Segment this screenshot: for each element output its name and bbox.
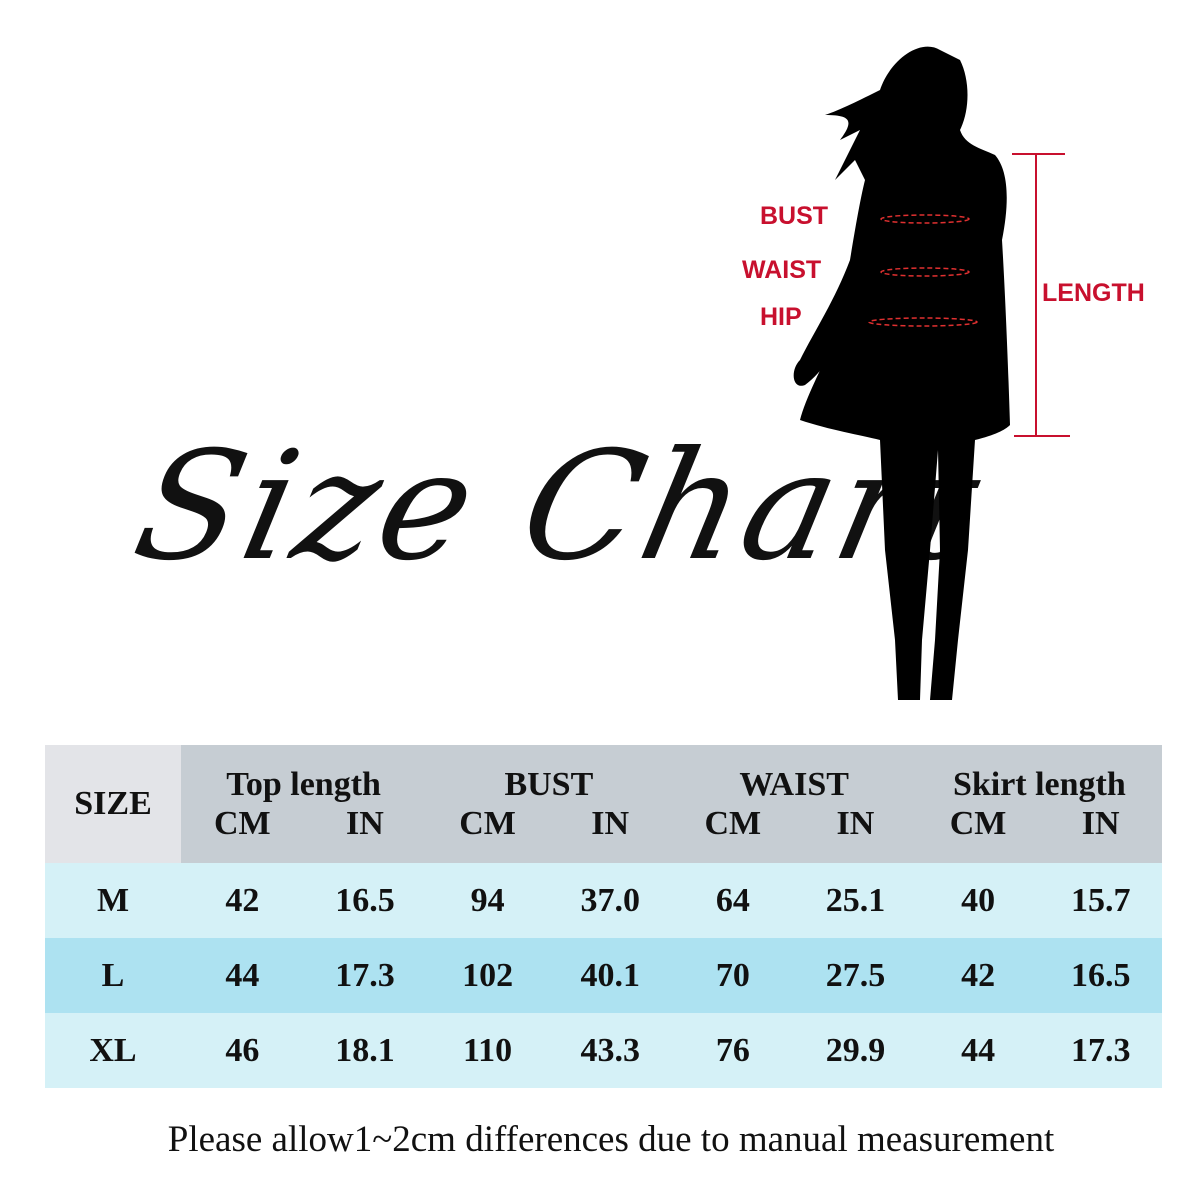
table-row: M 42 16.5 94 37.0 64 25.1 40 15.7	[45, 863, 1162, 938]
unit-label: IN	[836, 805, 875, 842]
value-cell: 110	[426, 1013, 549, 1088]
value-cell: 25.1	[794, 863, 917, 938]
table-header-row: SIZE Top length CM IN BUST CM IN WAIST CM I…	[45, 745, 1162, 863]
value-cell: 17.3	[303, 938, 427, 1013]
unit-label: IN	[346, 805, 384, 842]
value-cell: 16.5	[303, 863, 427, 938]
size-header: SIZE	[45, 745, 181, 863]
value-cell: 102	[426, 938, 549, 1013]
header-skirt-length: Skirt length CM IN	[916, 745, 1162, 863]
header-bust: BUST CM IN	[426, 745, 672, 863]
value-cell: 40	[916, 863, 1040, 938]
header-top-length: Top length CM IN	[181, 745, 427, 863]
hip-label: HIP	[760, 303, 802, 331]
unit-label: IN	[591, 805, 630, 842]
waist-label: WAIST	[742, 256, 822, 284]
table-row: XL 46 18.1 110 43.3 76 29.9 44 17.3	[45, 1013, 1162, 1088]
table-row: L 44 17.3 102 40.1 70 27.5 42 16.5	[45, 938, 1162, 1013]
value-cell: 42	[181, 863, 304, 938]
unit-label: CM	[213, 805, 271, 842]
value-cell: 64	[671, 863, 795, 938]
size-table: SIZE Top length CM IN BUST CM IN WAIST CM I…	[45, 745, 1162, 1088]
value-cell: 40.1	[548, 938, 672, 1013]
woman-silhouette-icon	[793, 46, 1070, 700]
value-cell: 44	[916, 1013, 1040, 1088]
value-cell: 37.0	[548, 863, 672, 938]
value-cell: 44	[181, 938, 304, 1013]
size-cell: XL	[45, 1013, 181, 1088]
unit-label: CM	[704, 805, 762, 842]
value-cell: 27.5	[794, 938, 917, 1013]
header-waist: WAIST CM IN	[671, 745, 917, 863]
size-cell: M	[45, 863, 181, 938]
value-cell: 15.7	[1039, 863, 1162, 938]
group-label: BUST	[504, 766, 594, 803]
value-cell: 17.3	[1039, 1013, 1162, 1088]
value-cell: 43.3	[548, 1013, 672, 1088]
unit-label: CM	[459, 805, 516, 842]
value-cell: 18.1	[303, 1013, 427, 1088]
group-label: Top length	[226, 766, 381, 803]
value-cell: 42	[916, 938, 1040, 1013]
size-cell: L	[45, 938, 181, 1013]
unit-label: CM	[949, 805, 1007, 842]
value-cell: 94	[426, 863, 549, 938]
group-label: WAIST	[739, 766, 849, 803]
value-cell: 46	[181, 1013, 304, 1088]
value-cell: 76	[671, 1013, 795, 1088]
model-figure: BUST WAIST HIP LENGTH	[742, 30, 1200, 720]
value-cell: 70	[671, 938, 795, 1013]
group-label: Skirt length	[952, 766, 1126, 803]
bust-label: BUST	[760, 202, 829, 230]
measurement-note: Please allow1~2cm differences due to man…	[167, 1119, 1055, 1160]
length-label: LENGTH	[1042, 279, 1145, 307]
value-cell: 16.5	[1039, 938, 1162, 1013]
unit-label: IN	[1081, 805, 1120, 842]
value-cell: 29.9	[794, 1013, 917, 1088]
